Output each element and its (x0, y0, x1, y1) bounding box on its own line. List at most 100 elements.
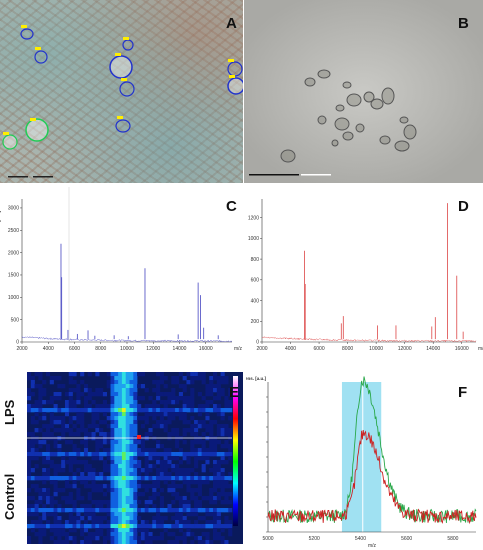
heatmap-cell (163, 452, 168, 457)
heatmap-cell (121, 408, 127, 413)
heatmap-cell (148, 484, 153, 489)
heatmap-cell (110, 444, 115, 449)
heatmap-cell (171, 400, 176, 405)
heatmap-cell (163, 516, 168, 521)
heatmap-cell (197, 392, 202, 397)
heatmap-cell (27, 388, 32, 393)
heatmap-cell (49, 408, 54, 413)
heatmap-cell (197, 412, 202, 417)
heatmap-cell (106, 504, 111, 509)
x-tick-label: 2000 (256, 346, 267, 352)
heatmap-cell (110, 400, 115, 405)
heatmap-cell (38, 392, 43, 397)
heatmap-cell (76, 476, 81, 481)
heatmap-cell (80, 412, 85, 417)
x-tick-label: 10000 (369, 346, 383, 352)
heatmap-cell (209, 540, 214, 544)
heatmap-cell (45, 472, 51, 477)
heatmap-cell (106, 488, 111, 493)
heatmap-cell (80, 540, 85, 544)
heatmap-cell (95, 508, 100, 513)
heatmap-cell (175, 376, 180, 381)
heatmap-cell (34, 372, 39, 377)
heatmap-cell (152, 452, 157, 457)
heatmap-cell (118, 440, 123, 445)
heatmap-cell (133, 540, 138, 544)
heatmap-cell (159, 508, 164, 513)
heatmap-cell (197, 540, 202, 544)
heatmap-cell (129, 540, 134, 544)
heatmap-cell (72, 452, 77, 457)
heatmap-cell (148, 404, 153, 409)
heatmap-cell (216, 408, 221, 413)
heatmap-cell (121, 464, 127, 469)
heatmap-cell (140, 520, 145, 525)
series-line (267, 376, 477, 524)
heatmap-cell (167, 504, 172, 509)
heatmap-cell (182, 452, 187, 457)
heatmap-cell (137, 408, 142, 413)
heatmap-cell (190, 408, 195, 413)
heatmap-cell (34, 452, 39, 457)
heatmap-cell (102, 492, 108, 497)
heatmap-cell (83, 476, 89, 481)
heatmap-cell (213, 528, 218, 533)
heatmap-cell (156, 444, 161, 449)
heatmap-cell (64, 524, 70, 529)
heatmap-cell (213, 520, 218, 525)
heatmap-cell (197, 516, 202, 521)
heatmap-cell (38, 404, 43, 409)
heatmap-cell (72, 536, 77, 541)
heatmap-cell (129, 456, 134, 461)
heatmap-cell (171, 484, 176, 489)
heatmap-cell (140, 408, 145, 413)
heatmap-cell (186, 452, 191, 457)
heatmap-cell (114, 380, 119, 385)
heatmap-cell (72, 408, 77, 413)
heatmap-cell (159, 376, 164, 381)
heatmap-cell (114, 480, 119, 485)
heatmap-cell (171, 468, 176, 473)
heatmap-cell (95, 440, 100, 445)
heatmap-cell (76, 512, 81, 517)
heatmap-cell (228, 452, 233, 457)
heatmap-cell (171, 412, 176, 417)
heatmap-cell (220, 492, 225, 497)
heatmap-cell (76, 384, 81, 389)
heatmap-cell (72, 528, 77, 533)
heatmap-cell (148, 428, 153, 433)
heatmap-cell (201, 496, 206, 501)
heatmap-cell (133, 420, 138, 425)
heatmap-cell (27, 392, 32, 397)
heatmap-cell (194, 480, 199, 485)
heatmap-cell (209, 428, 214, 433)
heatmap-cell (216, 536, 221, 541)
heatmap-cell (156, 404, 161, 409)
heatmap-cell (38, 376, 43, 381)
heatmap-cell (216, 404, 221, 409)
heatmap-cell (118, 508, 123, 513)
heatmap-cell (114, 372, 119, 377)
heatmap-cell (175, 444, 180, 449)
y-tick-label: 1200 (248, 215, 259, 221)
heatmap-cell (156, 372, 161, 377)
heatmap-cell (216, 524, 221, 529)
heatmap-cell (53, 444, 58, 449)
heatmap-cell (45, 432, 51, 437)
heatmap-cell (156, 524, 161, 529)
heatmap-cell (118, 480, 123, 485)
heatmap-cell (133, 416, 138, 421)
heatmap-cell (27, 460, 32, 465)
heatmap-cell (178, 504, 183, 509)
heatmap-cell (220, 472, 225, 477)
heatmap-cell (53, 488, 58, 493)
heatmap-cell (53, 464, 58, 469)
heatmap-cell (34, 488, 39, 493)
heatmap-cell (228, 500, 233, 505)
organoid (334, 117, 350, 131)
heatmap-cell (38, 496, 43, 501)
heatmap-cell (64, 480, 70, 485)
heatmap-cell (72, 508, 77, 513)
heatmap-cell (148, 476, 153, 481)
heatmap-cell (182, 508, 187, 513)
